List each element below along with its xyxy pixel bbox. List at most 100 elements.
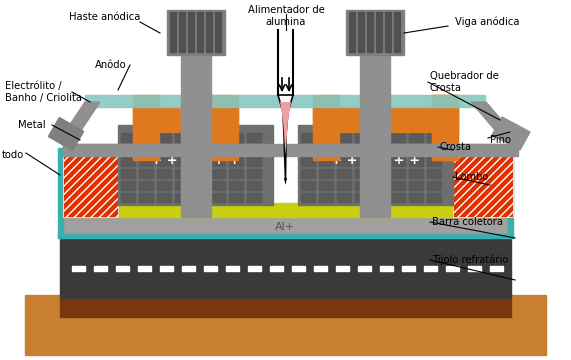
Bar — [211, 157, 225, 166]
Bar — [301, 133, 315, 142]
Bar — [355, 145, 369, 154]
Bar — [337, 193, 351, 202]
Bar — [193, 145, 207, 154]
Bar — [355, 133, 369, 142]
Bar — [175, 157, 189, 166]
Bar — [301, 157, 315, 166]
Bar — [121, 145, 135, 154]
Bar — [427, 157, 441, 166]
Bar — [157, 157, 171, 166]
Bar — [394, 12, 400, 52]
Bar — [358, 266, 371, 271]
Bar — [313, 95, 339, 160]
Bar — [121, 133, 135, 142]
Bar — [211, 181, 225, 190]
Bar — [319, 157, 333, 166]
Bar — [193, 181, 207, 190]
Bar — [133, 107, 238, 132]
Bar — [319, 133, 333, 142]
Bar — [391, 157, 405, 166]
Bar — [301, 145, 315, 154]
Bar — [157, 169, 171, 178]
Bar — [45, 295, 526, 317]
Bar — [94, 266, 107, 271]
Bar — [139, 169, 153, 178]
Bar — [247, 193, 261, 202]
Bar — [247, 181, 261, 190]
Bar — [121, 157, 135, 166]
Polygon shape — [63, 150, 118, 217]
Bar — [376, 12, 382, 52]
Bar — [157, 133, 171, 142]
Text: + + + + + +: + + + + + + — [331, 153, 421, 166]
Bar — [188, 12, 194, 52]
Bar — [301, 181, 315, 190]
Bar — [193, 133, 207, 142]
Bar — [432, 95, 458, 160]
Bar — [211, 169, 225, 178]
Bar — [160, 266, 173, 271]
Bar — [248, 266, 261, 271]
Bar — [121, 169, 135, 178]
Bar — [138, 266, 151, 271]
Bar — [121, 193, 135, 202]
Bar — [211, 193, 225, 202]
Text: Quebrador de
Crosta: Quebrador de Crosta — [430, 71, 499, 93]
Bar — [229, 181, 243, 190]
Bar — [211, 145, 225, 154]
Bar — [157, 145, 171, 154]
Text: Crosta: Crosta — [440, 142, 472, 152]
Bar — [229, 157, 243, 166]
Bar — [193, 169, 207, 178]
Text: Barra coletora: Barra coletora — [432, 217, 503, 227]
Bar — [346, 10, 404, 55]
Bar — [121, 181, 135, 190]
Bar — [409, 133, 423, 142]
Polygon shape — [471, 102, 510, 130]
Text: Lombo: Lombo — [455, 172, 488, 182]
Text: Haste anódica: Haste anódica — [69, 12, 140, 22]
Bar — [298, 125, 453, 205]
Bar — [139, 133, 153, 142]
Bar — [301, 193, 315, 202]
Bar — [358, 12, 364, 52]
Bar — [427, 133, 441, 142]
Bar — [270, 266, 283, 271]
Bar — [292, 266, 305, 271]
Bar — [427, 145, 441, 154]
Bar — [139, 181, 153, 190]
Bar — [391, 181, 405, 190]
Bar — [157, 193, 171, 202]
Bar — [175, 193, 189, 202]
Bar — [367, 12, 373, 52]
Bar — [133, 95, 159, 160]
Bar — [355, 157, 369, 166]
Bar — [432, 95, 458, 160]
Bar — [175, 169, 189, 178]
Text: Metal: Metal — [18, 120, 46, 130]
Bar — [314, 266, 327, 271]
Bar — [301, 169, 315, 178]
Bar — [427, 169, 441, 178]
Bar — [167, 10, 225, 55]
Text: + + + + + +: + + + + + + — [151, 153, 240, 166]
Bar — [63, 203, 508, 217]
Polygon shape — [453, 150, 513, 217]
Bar — [385, 12, 391, 52]
Bar — [211, 133, 225, 142]
Text: Pino: Pino — [490, 135, 511, 145]
Bar — [197, 12, 203, 52]
Bar — [58, 148, 63, 238]
Bar — [175, 133, 189, 142]
Bar — [349, 12, 355, 52]
Text: Tijolo refratário: Tijolo refratário — [432, 255, 508, 265]
Bar — [380, 266, 393, 271]
Bar — [468, 266, 481, 271]
Bar — [229, 145, 243, 154]
Bar — [157, 181, 171, 190]
Bar — [60, 216, 511, 236]
Bar — [116, 266, 129, 271]
Bar — [247, 145, 261, 154]
Bar — [247, 157, 261, 166]
Bar — [229, 169, 243, 178]
